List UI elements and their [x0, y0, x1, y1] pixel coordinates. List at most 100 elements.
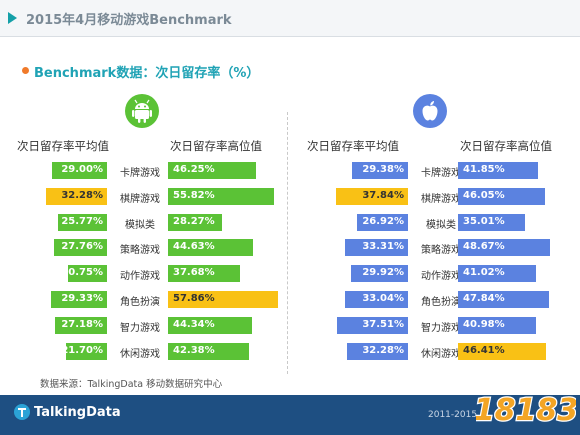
- ios-category-label: 休闲游戏: [421, 348, 461, 360]
- ios-avg-value: 33.04%: [362, 293, 404, 304]
- ios-avg-bar: 29.92%: [351, 265, 408, 283]
- android-category-label: 智力游戏: [120, 322, 160, 334]
- android-category-label: 模拟类: [125, 219, 155, 231]
- android-high-bar: 44.63%: [168, 239, 253, 257]
- ios-category-label: 卡牌游戏: [421, 168, 461, 179]
- android-high-bar: 55.82%: [168, 187, 275, 205]
- ios-high-value: 40.98%: [463, 318, 505, 330]
- android-category-label: 休闲游戏: [120, 348, 160, 360]
- ios-category-label: 动作游戏: [421, 271, 461, 283]
- android-category-label: 卡牌游戏: [120, 168, 160, 179]
- android-avg-bar: 32.28%: [45, 187, 107, 205]
- ios-avg-header: 次日留存率平均值: [307, 139, 399, 153]
- ios-avg-bar: 37.51%: [336, 316, 408, 334]
- android-avg-value: 20.75%: [61, 267, 103, 279]
- android-category-label: 策略游戏: [120, 245, 160, 257]
- android-avg-value: 25.77%: [61, 215, 103, 227]
- ios-high-bar: 35.01%: [458, 213, 525, 231]
- ios-high-bar: 40.98%: [458, 316, 536, 334]
- android-high-value: 57.86%: [173, 293, 215, 304]
- android-high-value: 28.27%: [173, 215, 215, 227]
- ios-category-label: 模拟类: [426, 219, 456, 231]
- ios-avg-bar: 37.84%: [336, 187, 408, 205]
- data-source-note: 数据来源：TalkingData 移动数据研究中心: [40, 379, 223, 390]
- ios-avg-bar: 33.04%: [345, 291, 408, 308]
- android-avg-value: 29.33%: [61, 293, 103, 304]
- ios-high-value: 47.84%: [463, 293, 505, 304]
- android-avg-value: 27.76%: [61, 241, 103, 253]
- ios-high-bar: 47.84%: [458, 291, 549, 308]
- ios-avg-bar: 29.38%: [352, 162, 408, 179]
- footer-logo-text: TalkingData: [34, 405, 121, 420]
- ios-high-bar: 46.05%: [458, 187, 546, 205]
- ios-high-value: 35.01%: [463, 215, 505, 227]
- page-title: 2015年4月移动游戏Benchmark: [26, 13, 232, 28]
- android-avg-value: 29.00%: [61, 164, 103, 175]
- ios-avg-value: 37.51%: [362, 318, 404, 330]
- android-high-value: 46.25%: [173, 164, 215, 175]
- android-category-label: 角色扮演: [120, 297, 160, 308]
- ios-avg-bar: 33.31%: [344, 239, 408, 257]
- panel-divider: [287, 112, 288, 374]
- ios-category-label: 策略游戏: [421, 245, 461, 257]
- triangle-icon: [8, 12, 17, 24]
- ios-high-bar: 41.02%: [458, 265, 536, 283]
- bullet-dot-icon: [22, 67, 29, 74]
- android-high-bar: 46.25%: [168, 162, 256, 179]
- ios-high-value: 46.05%: [463, 189, 505, 201]
- ios-category-label: 棋牌游戏: [421, 193, 461, 205]
- copyright-text: 2011-2015 ©: [428, 410, 489, 420]
- android-avg-header: 次日留存率平均值: [17, 139, 109, 153]
- talkingdata-logo-icon: [13, 403, 31, 425]
- ios-category-label: 角色扮演: [421, 297, 461, 308]
- ios-avg-value: 26.92%: [362, 215, 404, 227]
- android-category-label: 动作游戏: [120, 271, 160, 283]
- ios-avg-value: 37.84%: [362, 189, 404, 201]
- ios-high-value: 48.67%: [463, 241, 505, 253]
- watermark-logo: 18183: [473, 384, 580, 434]
- ios-category-label: 智力游戏: [421, 322, 461, 334]
- android-avg-bar: 21.70%: [61, 342, 107, 360]
- android-avg-bar: 20.75%: [61, 265, 107, 283]
- ios-high-value: 41.02%: [463, 267, 505, 279]
- header-divider: [0, 36, 580, 37]
- apple-icon: [413, 94, 447, 128]
- ios-avg-bar: 32.28%: [346, 342, 408, 360]
- android-avg-bar: 25.77%: [58, 213, 107, 231]
- android-high-value: 44.63%: [173, 241, 215, 253]
- android-avg-value: 27.18%: [61, 318, 103, 330]
- android-category-label: 棋牌游戏: [120, 193, 160, 205]
- android-high-bar: 37.68%: [168, 265, 240, 283]
- ios-avg-value: 33.31%: [362, 241, 404, 253]
- android-high-value: 44.34%: [173, 318, 215, 330]
- ios-high-header: 次日留存率高位值: [460, 139, 552, 153]
- ios-high-bar: 46.41%: [458, 342, 547, 360]
- ios-avg-bar: 26.92%: [356, 213, 408, 231]
- ios-high-value: 46.41%: [463, 344, 505, 356]
- svg-text:18183: 18183: [476, 393, 576, 428]
- android-high-bar: 42.38%: [168, 342, 249, 360]
- android-high-bar: 44.34%: [168, 316, 253, 334]
- ios-high-value: 41.85%: [463, 164, 505, 175]
- ios-avg-value: 29.38%: [362, 164, 404, 175]
- android-high-value: 37.68%: [173, 267, 215, 279]
- android-icon: [125, 94, 159, 128]
- android-high-bar: 57.86%: [168, 291, 278, 308]
- android-avg-bar: 29.33%: [51, 291, 107, 308]
- android-avg-value: 32.28%: [61, 189, 103, 201]
- ios-avg-value: 32.28%: [362, 344, 404, 356]
- ios-avg-value: 29.92%: [362, 267, 404, 279]
- android-avg-bar: 27.18%: [55, 316, 107, 334]
- android-high-value: 55.82%: [173, 189, 215, 201]
- android-high-header: 次日留存率高位值: [170, 139, 262, 153]
- android-high-bar: 28.27%: [168, 213, 222, 231]
- android-avg-bar: 29.00%: [51, 162, 107, 179]
- ios-high-bar: 48.67%: [458, 239, 551, 257]
- android-avg-value: 21.70%: [61, 344, 103, 356]
- ios-high-bar: 41.85%: [458, 162, 538, 179]
- footer-bar: [0, 395, 580, 435]
- android-avg-bar: 27.76%: [54, 239, 107, 257]
- android-high-value: 42.38%: [173, 344, 215, 356]
- chart-subtitle: Benchmark数据：次日留存率（%）: [34, 66, 260, 81]
- header-bar: 2015年4月移动游戏Benchmark: [0, 0, 580, 36]
